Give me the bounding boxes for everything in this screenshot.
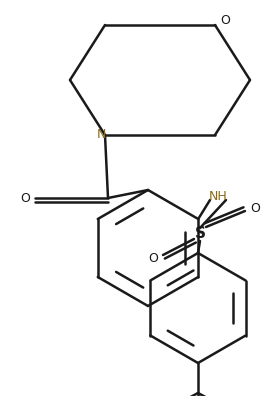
Text: O: O (220, 13, 230, 27)
Text: O: O (148, 251, 158, 265)
Text: O: O (250, 202, 260, 215)
Text: S: S (195, 225, 205, 240)
Text: N: N (96, 128, 106, 141)
Text: NH: NH (209, 190, 227, 202)
Text: O: O (20, 192, 30, 204)
